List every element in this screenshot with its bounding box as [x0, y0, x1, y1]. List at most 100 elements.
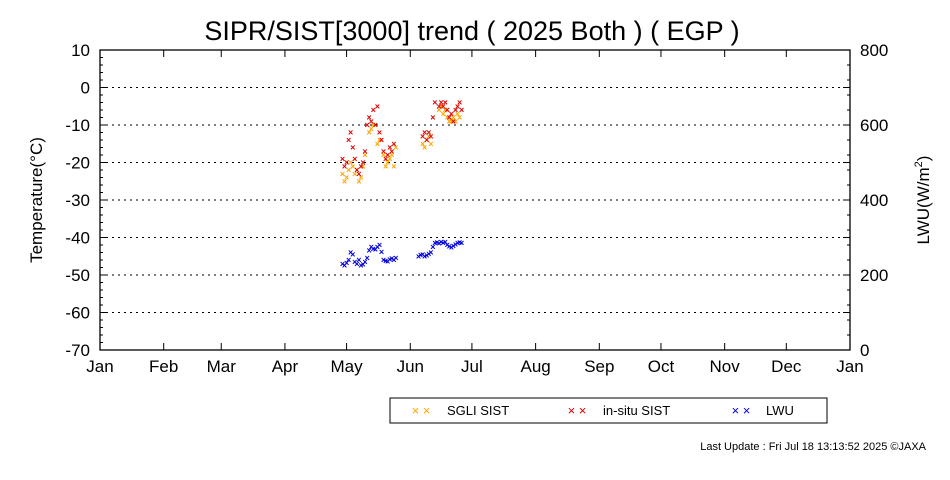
- y2-tick-labels: 800 600 400 200 0: [860, 41, 888, 360]
- data-point-in-situ-sist: ×: [385, 150, 390, 160]
- data-point-lwu: ×: [436, 239, 441, 249]
- data-point-lwu: ×: [441, 238, 446, 248]
- data-point-lwu: ×: [457, 237, 462, 247]
- data-point-in-situ-sist: ×: [459, 105, 464, 115]
- legend-label-sgli: SGLI SIST: [447, 403, 509, 418]
- legend-label-lwu: LWU: [766, 403, 794, 418]
- data-point-lwu: ×: [362, 257, 367, 267]
- data-point-in-situ-sist: ×: [447, 113, 452, 123]
- data-point-sgli-sist: ×: [457, 113, 462, 123]
- data-point-in-situ-sist: ×: [367, 113, 372, 123]
- data-point-in-situ-sist: ×: [375, 101, 380, 111]
- data-point-sgli-sist: ×: [436, 105, 441, 115]
- data-point-lwu: ×: [340, 259, 345, 269]
- data-point-in-situ-sist: ×: [342, 161, 347, 171]
- data-point-sgli-sist: ×: [445, 113, 450, 123]
- data-point-sgli-sist: ×: [441, 109, 446, 119]
- y-tick-label: -40: [65, 229, 90, 248]
- data-point-lwu: ×: [389, 254, 394, 264]
- data-point-in-situ-sist: ×: [428, 131, 433, 141]
- data-point-in-situ-sist: ×: [389, 146, 394, 156]
- y-tick-label: -20: [65, 154, 90, 173]
- data-point-sgli-sist: ×: [377, 135, 382, 145]
- data-point-lwu: ×: [387, 254, 392, 264]
- data-point-sgli-sist: ×: [360, 161, 365, 171]
- x-tick-label: Dec: [771, 357, 802, 376]
- data-point-in-situ-sist: ×: [449, 109, 454, 119]
- data-point-in-situ-sist: ×: [432, 98, 437, 108]
- x-tick-label: Feb: [149, 357, 178, 376]
- data-point-in-situ-sist: ×: [424, 135, 429, 145]
- data-point-in-situ-sist: ×: [443, 98, 448, 108]
- data-point-in-situ-sist: ×: [387, 143, 392, 153]
- y2-tick-label: 0: [860, 341, 869, 360]
- data-point-in-situ-sist: ×: [383, 154, 388, 164]
- data-point-sgli-sist: ×: [344, 173, 349, 183]
- data-point-sgli-sist: ×: [375, 139, 380, 149]
- data-point-in-situ-sist: ×: [455, 101, 460, 111]
- data-point-in-situ-sist: ×: [391, 139, 396, 149]
- data-point-in-situ-sist: ×: [358, 161, 363, 171]
- data-point-lwu: ×: [381, 255, 386, 265]
- data-point-sgli-sist: ×: [356, 176, 361, 186]
- data-point-lwu: ×: [379, 247, 384, 257]
- data-point-lwu: ×: [451, 241, 456, 251]
- x-tick-label: May: [331, 357, 364, 376]
- data-point-in-situ-sist: ×: [362, 146, 367, 156]
- data-point-lwu: ×: [430, 242, 435, 252]
- data-point-lwu: ×: [352, 257, 357, 267]
- data-point-in-situ-sist: ×: [441, 101, 446, 111]
- data-point-lwu: ×: [391, 255, 396, 265]
- data-point-lwu: ×: [373, 245, 378, 255]
- data-point-lwu: ×: [375, 242, 380, 252]
- data-point-lwu: ×: [342, 261, 347, 271]
- x-tick-label: Sep: [584, 357, 614, 376]
- series-sgli-sist: ×××××××××××××××××××××××× ××××××××××××××××: [340, 101, 462, 186]
- data-point-lwu: ×: [428, 248, 433, 258]
- data-point-lwu: ×: [371, 244, 376, 254]
- data-point-sgli-sist: ×: [350, 161, 355, 171]
- data-point-lwu: ×: [350, 249, 355, 259]
- data-point-sgli-sist: ×: [362, 150, 367, 160]
- data-point-lwu: ×: [447, 242, 452, 252]
- data-point-lwu: ×: [422, 251, 427, 261]
- data-point-sgli-sist: ×: [340, 169, 345, 179]
- data-point-lwu: ×: [424, 251, 429, 261]
- data-point-sgli-sist: ×: [426, 131, 431, 141]
- data-point-in-situ-sist: ×: [340, 154, 345, 164]
- data-point-sgli-sist: ×: [420, 139, 425, 149]
- data-point-lwu: ×: [367, 246, 372, 256]
- data-point-lwu: ×: [364, 253, 369, 263]
- data-point-lwu: ×: [356, 255, 361, 265]
- data-point-in-situ-sist: ×: [381, 146, 386, 156]
- data-point-lwu: ×: [455, 238, 460, 248]
- data-point-sgli-sist: ×: [449, 116, 454, 126]
- data-point-in-situ-sist: ×: [422, 128, 427, 138]
- x-tick-label: Jul: [461, 357, 483, 376]
- data-point-sgli-sist: ×: [381, 150, 386, 160]
- data-point-lwu: ×: [434, 237, 439, 247]
- data-point-sgli-sist: ×: [367, 128, 372, 138]
- data-point-in-situ-sist: ×: [420, 131, 425, 141]
- data-point-in-situ-sist: ×: [348, 128, 353, 138]
- y2-axis-label: LWU(W/m2): [913, 156, 933, 245]
- y-tick-labels: 10 0 -10 -20 -30 -40 -50 -60 -70: [65, 41, 90, 360]
- legend-box: [389, 397, 828, 424]
- data-point-lwu: ×: [432, 238, 437, 248]
- data-point-sgli-sist: ×: [428, 139, 433, 149]
- data-point-lwu: ×: [348, 248, 353, 258]
- data-point-lwu: ×: [354, 259, 359, 269]
- legend-label-insitu: in-situ SIST: [603, 403, 670, 418]
- data-point-in-situ-sist: ×: [379, 135, 384, 145]
- legend-marker-lwu: × ×: [732, 403, 751, 418]
- x-tick-labels: Jan Feb Mar Apr May Jun Jul Aug Sep Oct Nov Dec Jan: [86, 357, 863, 376]
- data-point-sgli-sist: ×: [371, 120, 376, 130]
- data-point-in-situ-sist: ×: [344, 158, 349, 168]
- data-point-sgli-sist: ×: [453, 116, 458, 126]
- data-point-in-situ-sist: ×: [346, 135, 351, 145]
- data-point-lwu: ×: [459, 238, 464, 248]
- data-point-sgli-sist: ×: [352, 169, 357, 179]
- data-point-sgli-sist: ×: [447, 116, 452, 126]
- data-point-lwu: ×: [344, 258, 349, 268]
